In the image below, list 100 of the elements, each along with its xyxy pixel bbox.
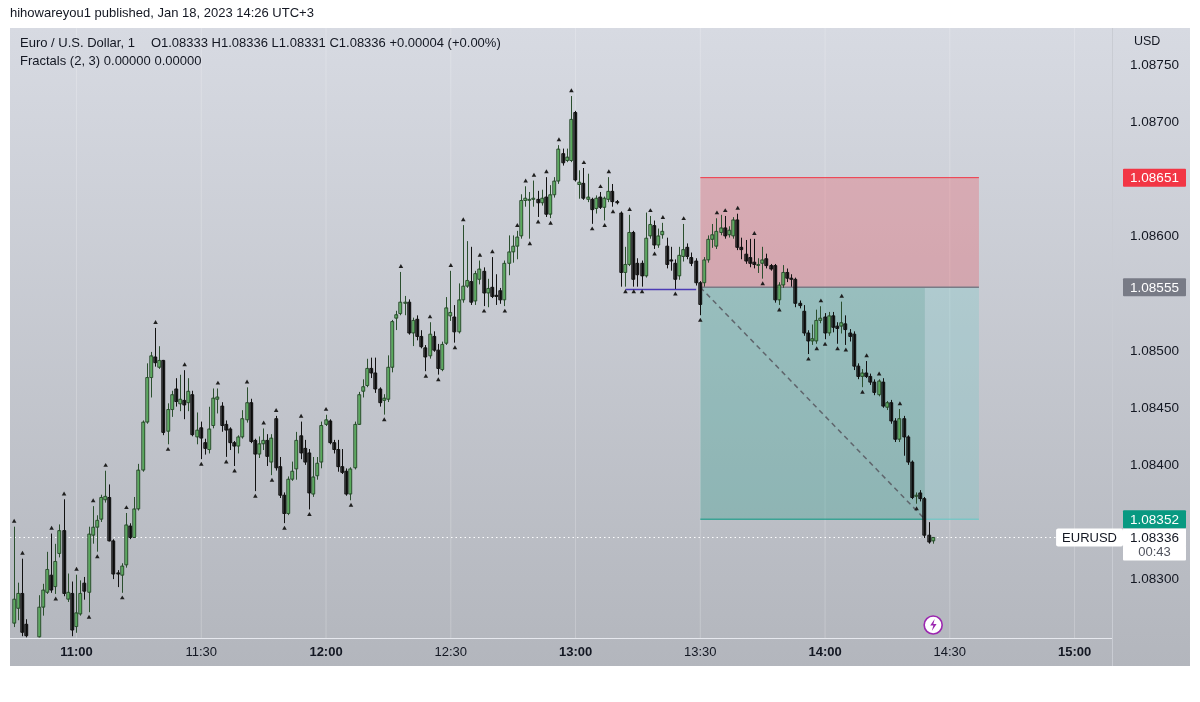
- candlestick: [689, 252, 694, 267]
- candlestick: [714, 218, 719, 249]
- point: [735, 205, 741, 210]
- candlestick: [507, 235, 512, 276]
- y-tick-label: 1.08450: [1130, 399, 1179, 415]
- point: [548, 220, 553, 225]
- candlestick: [502, 260, 507, 307]
- candlestick: [644, 212, 649, 278]
- candlestick: [203, 438, 208, 455]
- point: [261, 420, 266, 425]
- point: [860, 389, 865, 394]
- point: [49, 525, 54, 530]
- point: [423, 373, 429, 378]
- point: [20, 550, 25, 555]
- candlestick: [648, 215, 653, 239]
- candlestick: [640, 260, 645, 287]
- candlestick: [423, 345, 428, 372]
- candlestick: [373, 357, 378, 393]
- point: [839, 293, 844, 298]
- candlestick: [897, 409, 902, 443]
- candlestick: [174, 378, 179, 407]
- candlestick: [914, 492, 919, 504]
- candlestick: [577, 170, 582, 199]
- candlestick: [319, 421, 324, 469]
- x-tick-label: 15:00: [1057, 644, 1092, 659]
- candlestick: [469, 246, 474, 305]
- x-tick-label: 13:30: [684, 644, 717, 659]
- candlestick: [586, 173, 591, 203]
- candlestick: [685, 243, 690, 260]
- candlestick: [877, 379, 882, 397]
- candlestick: [70, 581, 75, 637]
- point: [11, 518, 17, 523]
- candlestick: [610, 184, 615, 207]
- candlestick: [361, 379, 366, 398]
- point: [502, 308, 508, 313]
- candlestick: [411, 317, 416, 347]
- candlestick: [74, 574, 79, 633]
- candlestick: [652, 220, 657, 249]
- point: [477, 252, 483, 257]
- candlestick: [927, 522, 932, 544]
- candlestick: [569, 96, 574, 163]
- candlestick: [723, 215, 728, 239]
- candlestick: [394, 310, 399, 331]
- point: [822, 341, 828, 346]
- candlestick: [211, 388, 216, 429]
- point: [806, 356, 811, 361]
- point: [298, 413, 304, 418]
- annotation: Fractals (2, 3) 0.00000 0.00000: [20, 53, 202, 68]
- candlestick: [49, 533, 54, 593]
- ref-line-label: EURUSD: [1062, 529, 1117, 545]
- candlestick: [860, 369, 865, 388]
- candlestick: [581, 168, 586, 200]
- candlestick: [536, 190, 541, 217]
- y-tick-label: 1.08500: [1130, 342, 1179, 358]
- point: [103, 462, 108, 467]
- candlestick: [656, 228, 661, 248]
- x-tick-label: 12:00: [309, 644, 343, 659]
- candlestick: [62, 499, 67, 597]
- point: [535, 219, 541, 224]
- candlestick: [311, 457, 316, 497]
- point: [864, 353, 869, 358]
- candlestick: [544, 177, 549, 217]
- point: [273, 408, 279, 412]
- candlestick: [660, 222, 665, 239]
- x-tick-label: 11:00: [60, 644, 93, 659]
- text: Euro / U.S. Dollar, 1: [20, 35, 135, 50]
- point: [307, 512, 312, 516]
- candlestick: [885, 401, 890, 411]
- point: [698, 317, 703, 322]
- candlestick: [82, 576, 87, 600]
- point: [86, 614, 92, 619]
- candlestick: [665, 237, 670, 269]
- point: [515, 222, 520, 227]
- candlestick: [540, 189, 545, 206]
- candlestick: [452, 305, 457, 343]
- candlestick: [57, 524, 62, 558]
- point: [323, 406, 329, 411]
- candlestick: [269, 434, 274, 476]
- candlestick: [440, 341, 445, 372]
- candlestick: [20, 558, 25, 637]
- candlestick: [294, 431, 299, 480]
- candlestick: [823, 313, 828, 340]
- candlestick: [153, 327, 158, 367]
- candlestick: [265, 434, 270, 467]
- candlestick: [764, 253, 769, 269]
- candlestick: [827, 311, 832, 336]
- candlestick: [199, 421, 204, 460]
- point: [681, 216, 686, 221]
- point: [531, 172, 537, 177]
- candlestick: [403, 295, 408, 316]
- candlestick: [773, 263, 778, 303]
- candlestick: [486, 278, 491, 308]
- candlestick: [619, 211, 624, 287]
- candlestick: [116, 570, 121, 588]
- candlestick: [731, 217, 736, 239]
- candlestick: [428, 322, 433, 359]
- candlestick: [752, 238, 757, 269]
- candlestick: [839, 301, 844, 334]
- candlestick: [798, 300, 803, 309]
- y-tick-label: 1.08700: [1130, 114, 1179, 130]
